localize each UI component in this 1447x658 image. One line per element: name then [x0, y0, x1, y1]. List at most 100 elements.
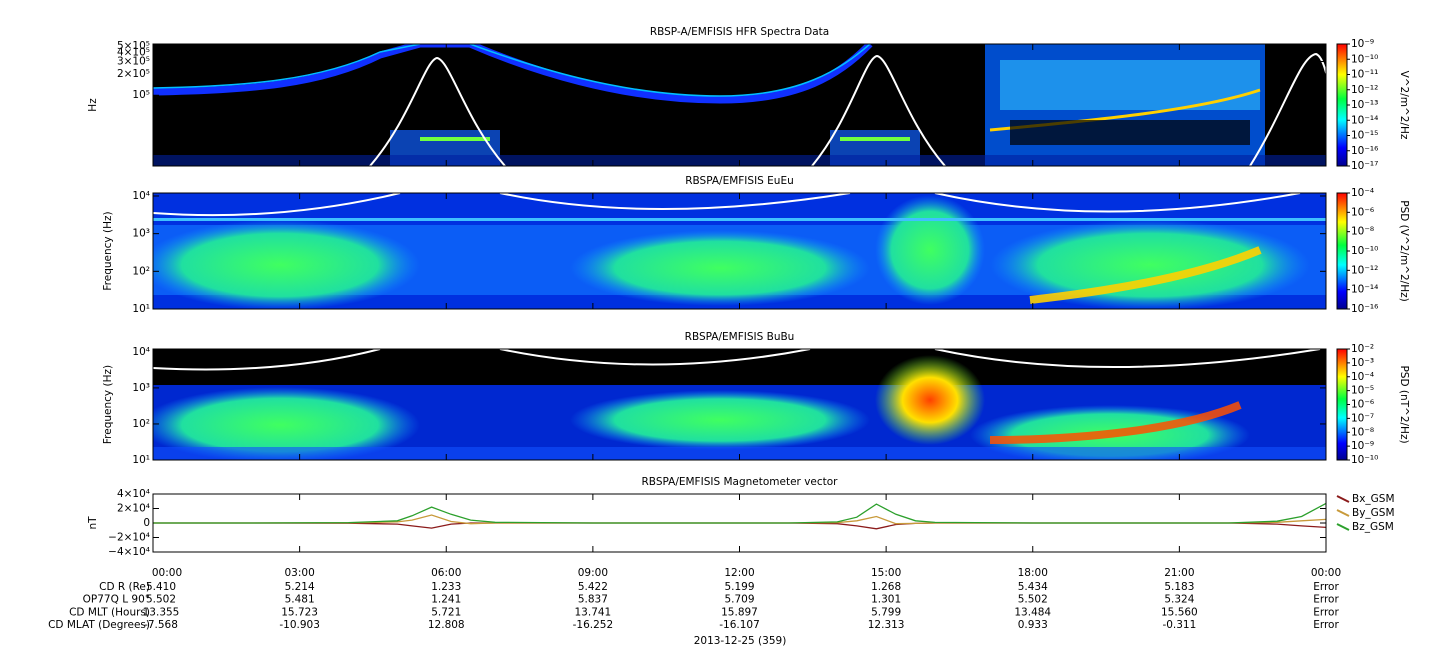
ephemeris-value: -10.903	[279, 619, 320, 631]
legend-label: By_GSM	[1352, 507, 1395, 519]
ephemeris-value: 5.324	[1164, 594, 1194, 606]
y-tick-label: 10³	[132, 382, 150, 394]
x-tick-label: 03:00	[284, 567, 314, 579]
plot-frame	[152, 192, 1327, 310]
colorbar-tick-label: 10⁻⁴	[1351, 187, 1374, 199]
ephemeris-value: Error	[1313, 606, 1339, 618]
colorbar-tick-label: 10⁻³	[1351, 357, 1374, 369]
series-line	[153, 502, 1327, 524]
legend-label: Bz_GSM	[1352, 521, 1394, 533]
x-tick-label: 00:00	[152, 567, 182, 579]
ephemeris-value: 13.484	[1014, 606, 1051, 618]
ephemeris-value: 5.410	[146, 581, 176, 593]
ephemeris-value: 13.741	[575, 606, 612, 618]
y-tick-label: −2×10⁴	[108, 532, 150, 544]
colorbar-tick-label: 10⁻¹⁰	[1351, 245, 1378, 257]
ephemeris-value: -16.107	[719, 619, 760, 631]
ephemeris-value: 5.837	[578, 594, 608, 606]
ephemeris-value: 15.897	[721, 606, 758, 618]
ephemeris-value: 0.933	[1018, 619, 1048, 631]
ephemeris-value: 5.214	[285, 581, 315, 593]
y-tick-label: 10⁴	[132, 190, 150, 202]
y-tick-label: 10¹	[132, 303, 150, 315]
legend-swatch	[1336, 523, 1350, 531]
series-line	[153, 522, 1327, 530]
ephemeris-value: 12.808	[428, 619, 465, 631]
ephemeris-label: CD MLAT (Degrees)	[48, 619, 150, 631]
spectrogram-image	[153, 193, 1326, 309]
y-tick-label: −4×10⁴	[108, 546, 150, 558]
panel-title: RBSP-A/EMFISIS HFR Spectra Data	[650, 26, 829, 38]
y-tick-label: 0	[143, 517, 150, 529]
colorbar-label: V^2/m^2/Hz	[1398, 71, 1410, 140]
y-tick-label: 4×10⁵	[117, 47, 150, 59]
date-label: 2013-12-25 (359)	[694, 635, 787, 647]
colorbar-tick-label: 10⁻⁶	[1351, 399, 1374, 411]
ephemeris-value: 5.799	[871, 606, 901, 618]
legend-label: Bx_GSM	[1352, 493, 1395, 505]
ephemeris-value: 5.502	[146, 594, 176, 606]
y-tick-label: 3×10⁵	[117, 55, 150, 67]
colorbar-tick-label: 10⁻²	[1351, 343, 1374, 355]
y-axis-label: Frequency (Hz)	[102, 211, 114, 290]
colorbar-tick-label: 10⁻¹⁶	[1351, 145, 1378, 157]
ephemeris-value: Error	[1313, 619, 1339, 631]
y-axis-label: Hz	[87, 98, 99, 112]
panel-title: RBSPA/EMFISIS Magnetometer vector	[642, 476, 839, 488]
panel-title: RBSPA/EMFISIS EuEu	[685, 175, 794, 187]
ephemeris-label: OP77Q L 90°	[83, 594, 150, 606]
colorbar-tick-label: 10⁻¹⁰	[1351, 53, 1378, 65]
x-tick-label: 21:00	[1164, 567, 1194, 579]
y-tick-label: 10²	[132, 418, 150, 430]
y-tick-label: 10¹	[132, 454, 150, 466]
ephemeris-label: CD MLT (Hours)	[69, 606, 150, 618]
y-axis-label: Frequency (Hz)	[102, 365, 114, 444]
y-tick-label: 5×10⁵	[117, 40, 150, 52]
y-axis-label: nT	[87, 516, 99, 530]
ephemeris-value: 13.355	[143, 606, 180, 618]
plot-frame	[152, 348, 1327, 461]
ephemeris-value: 1.301	[871, 594, 901, 606]
ephemeris-label: CD R (Re)	[99, 581, 150, 593]
plot-frame	[152, 493, 1327, 553]
colorbar-tick-label: 10⁻¹⁴	[1351, 284, 1378, 296]
colorbar-label: PSD (V^2/m^2/Hz)	[1398, 200, 1410, 301]
ephemeris-value: 5.183	[1164, 581, 1194, 593]
colorbar-tick-label: 10⁻¹²	[1351, 84, 1378, 96]
y-tick-label: 2×10⁵	[117, 68, 150, 80]
colorbar-tick-label: 10⁻¹¹	[1351, 69, 1378, 81]
y-tick-label: 10⁵	[132, 89, 150, 101]
ephemeris-value: 5.721	[431, 606, 461, 618]
x-tick-label: 06:00	[431, 567, 461, 579]
colorbar-tick-label: 10⁻⁶	[1351, 206, 1374, 218]
ephemeris-value: -0.311	[1162, 619, 1196, 631]
ephemeris-value: 5.434	[1018, 581, 1048, 593]
colorbar-tick-label: 10⁻⁵	[1351, 385, 1374, 397]
colorbar-tick-label: 10⁻⁸	[1351, 226, 1374, 238]
legend-swatch	[1336, 495, 1350, 503]
colorbar-tick-label: 10⁻¹²	[1351, 264, 1378, 276]
y-tick-label: 4×10⁴	[117, 488, 150, 500]
x-tick-label: 00:00	[1311, 567, 1341, 579]
colorbar	[1336, 43, 1348, 167]
legend-swatch	[1336, 509, 1350, 517]
colorbar-tick-label: 10⁻⁴	[1351, 371, 1374, 383]
ephemeris-value: 15.723	[281, 606, 318, 618]
colorbar-label: PSD (nT^2/Hz)	[1398, 365, 1410, 443]
ephemeris-value: 12.313	[868, 619, 905, 631]
ephemeris-value: 5.502	[1018, 594, 1048, 606]
x-tick-label: 15:00	[871, 567, 901, 579]
y-tick-label: 10²	[132, 265, 150, 277]
spectrogram-image	[153, 44, 1326, 166]
ephemeris-value: -7.568	[144, 619, 178, 631]
y-tick-label: 2×10⁴	[117, 503, 150, 515]
ephemeris-value: 5.709	[724, 594, 754, 606]
colorbar	[1336, 192, 1348, 310]
colorbar-tick-label: 10⁻¹⁷	[1351, 160, 1378, 172]
x-tick-label: 09:00	[578, 567, 608, 579]
colorbar-tick-label: 10⁻⁹	[1351, 38, 1374, 50]
colorbar-tick-label: 10⁻⁹	[1351, 440, 1374, 452]
y-tick-label: 10⁴	[132, 346, 150, 358]
ephemeris-value: Error	[1313, 581, 1339, 593]
